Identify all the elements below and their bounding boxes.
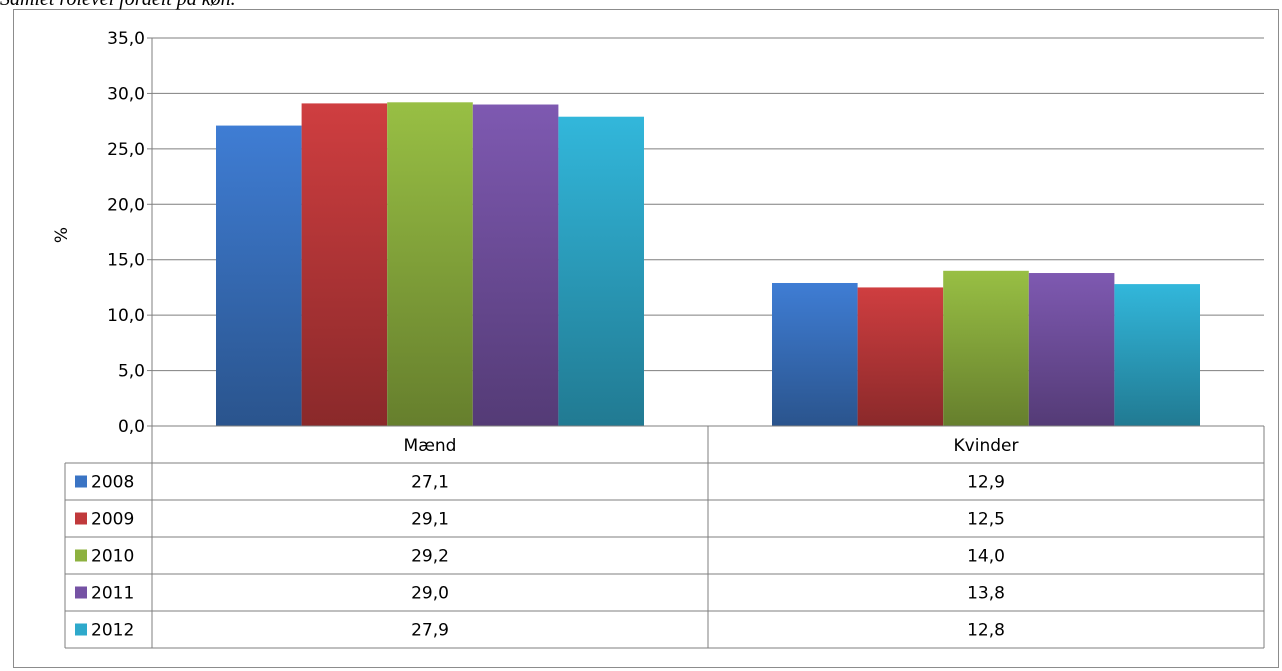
bar-2010-1 bbox=[943, 270, 1029, 426]
legend-label: 2012 bbox=[91, 621, 134, 641]
legend-key-2009 bbox=[75, 512, 87, 525]
bar-2010-0 bbox=[387, 102, 473, 426]
bar-2009-1 bbox=[857, 287, 944, 426]
y-tick-label: 5,0 bbox=[118, 362, 145, 382]
y-axis-label: % bbox=[52, 227, 72, 243]
legend-key-2008 bbox=[75, 475, 87, 488]
x-category-label: Kvinder bbox=[954, 436, 1019, 456]
y-tick-label: 0,0 bbox=[118, 417, 145, 437]
bar-2008-1 bbox=[772, 282, 858, 426]
bar-2011-1 bbox=[1028, 273, 1115, 426]
data-table-value: 14,0 bbox=[967, 547, 1005, 567]
data-table-value: 27,1 bbox=[411, 473, 449, 493]
y-tick-label: 10,0 bbox=[107, 306, 145, 326]
bar-2012-1 bbox=[1114, 284, 1200, 426]
data-table-value: 29,1 bbox=[411, 510, 449, 530]
legend-label: 2011 bbox=[91, 584, 134, 604]
legend-label: 2008 bbox=[91, 473, 134, 493]
bar-2012-0 bbox=[558, 116, 644, 427]
x-category-label: Mænd bbox=[404, 436, 457, 456]
legend-label: 2010 bbox=[91, 547, 134, 567]
data-table-value: 12,8 bbox=[967, 621, 1005, 641]
chart-caption: Samlet rolevel fordelt på køn. bbox=[0, 0, 236, 10]
bar-2008-0 bbox=[216, 125, 302, 426]
bar-2009-0 bbox=[301, 103, 388, 427]
data-table-value: 12,9 bbox=[967, 473, 1005, 493]
y-tick-label: 15,0 bbox=[107, 251, 145, 271]
data-table-value: 29,2 bbox=[411, 547, 449, 567]
bar-2011-0 bbox=[472, 104, 559, 426]
legend-label: 2009 bbox=[91, 510, 134, 530]
data-table-value: 13,8 bbox=[967, 584, 1005, 604]
data-table-value: 29,0 bbox=[411, 584, 449, 604]
chart-frame bbox=[13, 9, 1279, 668]
data-table-value: 27,9 bbox=[411, 621, 449, 641]
y-tick-label: 20,0 bbox=[107, 195, 145, 215]
y-tick-label: 35,0 bbox=[107, 29, 145, 49]
y-tick-label: 25,0 bbox=[107, 140, 145, 160]
y-tick-label: 30,0 bbox=[107, 84, 145, 104]
legend-key-2011 bbox=[75, 586, 87, 599]
legend-key-2012 bbox=[75, 623, 87, 636]
legend-key-2010 bbox=[75, 549, 87, 562]
data-table-value: 12,5 bbox=[967, 510, 1005, 530]
